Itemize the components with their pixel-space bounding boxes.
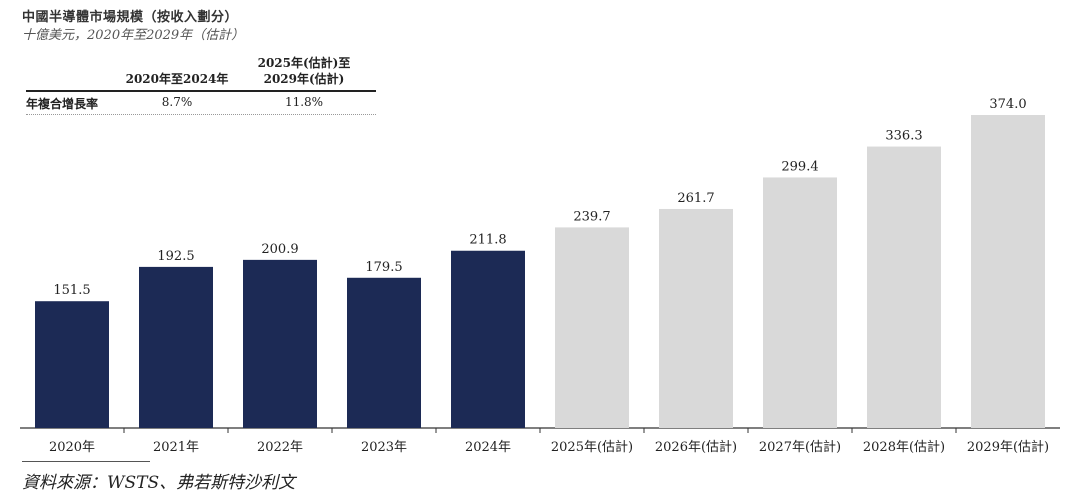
bar [763, 177, 837, 428]
cagr-table-header: 2020年至2024年 2025年(估計)至 2029年(估計) [26, 52, 376, 92]
bar-value-label: 261.7 [677, 191, 714, 206]
x-tick-label: 2029年(估計) [967, 439, 1049, 455]
cagr-table: 2020年至2024年 2025年(估計)至 2029年(估計) 年複合增長率 … [26, 52, 376, 115]
cagr-table-row: 年複合增長率 8.7% 11.8% [26, 92, 376, 115]
bar [971, 115, 1045, 428]
x-tick-label: 2027年(估計) [759, 439, 841, 455]
bar-value-label: 239.7 [573, 209, 610, 224]
bar [139, 266, 213, 428]
bar-value-label: 151.5 [53, 283, 90, 298]
x-tick-label: 2028年(估計) [863, 439, 945, 455]
x-tick-label: 2024年 [465, 440, 511, 455]
cagr-col2-header-line1: 2025年(估計)至 [257, 56, 351, 70]
bar [35, 301, 109, 428]
chart-title: 中國半導體市場規模（按收入劃分） [22, 10, 239, 25]
source-note: 資料來源：WSTS、弗若斯特沙利文 [22, 473, 296, 493]
bar [867, 146, 941, 428]
chart-subtitle: 十億美元，2020年至2029年（估計） [22, 28, 245, 43]
bar-value-label: 211.8 [469, 233, 506, 248]
bar-value-label: 374.0 [989, 97, 1026, 112]
bar [555, 227, 629, 428]
cagr-col1-value: 8.7% [161, 95, 193, 109]
source-divider [22, 461, 150, 462]
bar-value-label: 299.4 [781, 159, 818, 174]
cagr-col2-header: 2025年(估計)至 2029年(估計) [244, 55, 364, 87]
cagr-col1-header: 2020年至2024年 [125, 72, 229, 86]
bar [659, 208, 733, 428]
bar-value-label: 200.9 [261, 242, 298, 257]
cagr-row-label: 年複合增長率 [26, 97, 99, 111]
cagr-col2-header-line2: 2029年(估計) [263, 72, 345, 86]
bar [451, 250, 525, 428]
x-tick-label: 2021年 [153, 440, 199, 455]
bar [347, 277, 421, 428]
x-tick-label: 2023年 [361, 440, 407, 455]
x-tick-label: 2020年 [49, 440, 95, 455]
bar [243, 259, 317, 428]
x-tick-label: 2025年(估計) [551, 439, 633, 455]
x-tick-label: 2026年(估計) [655, 439, 737, 455]
x-tick-label: 2022年 [257, 440, 303, 455]
bar-value-label: 336.3 [885, 129, 922, 144]
cagr-col2-value: 11.8% [284, 95, 324, 109]
bar-value-label: 179.5 [365, 260, 402, 275]
bar-value-label: 192.5 [157, 249, 194, 264]
